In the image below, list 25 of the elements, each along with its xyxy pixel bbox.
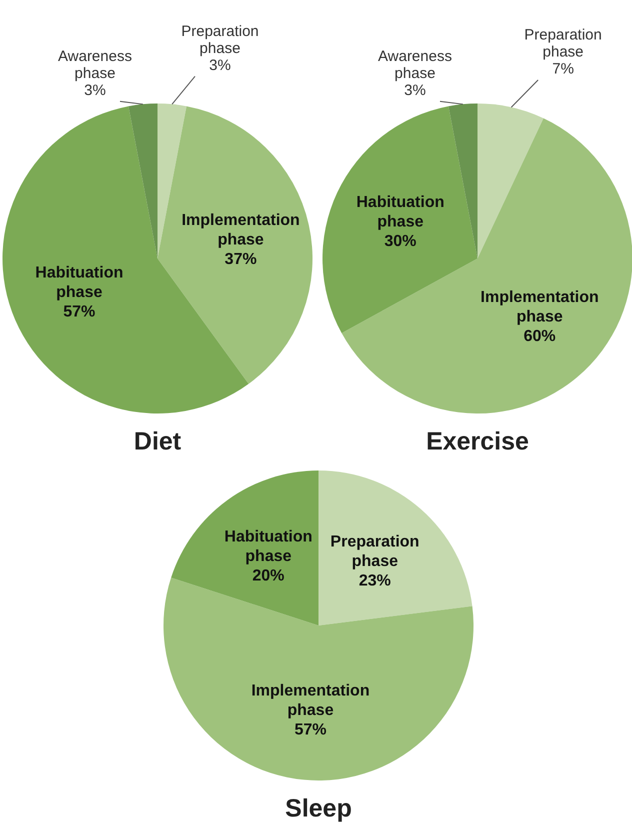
slice-label: Habituation phase — [35, 264, 124, 301]
data-label: 60% — [524, 328, 556, 345]
text: Exercise — [426, 428, 530, 456]
data-label: 30% — [384, 233, 416, 250]
data-label: 57% — [294, 721, 326, 738]
slice-label: Preparation phase — [524, 26, 602, 60]
text: Sleep — [285, 794, 352, 822]
data-label: 3% — [84, 82, 106, 99]
slice-label: Implementation phase — [480, 288, 599, 326]
data-label: 3% — [404, 82, 426, 99]
data-label: 23% — [358, 572, 391, 590]
slice-label: Awareness phase — [58, 48, 132, 82]
text: Diet — [134, 428, 182, 456]
slice-label: Preparation phase — [181, 22, 259, 57]
slice-label: Implementation phase — [251, 682, 370, 719]
slice-label: Implementation phase — [182, 212, 300, 248]
data-label: 57% — [63, 303, 96, 320]
slice-label: Habituation phase — [356, 194, 444, 231]
data-label: 3% — [209, 56, 231, 74]
slice-label: Habituation phase — [224, 528, 312, 566]
data-label: 20% — [252, 568, 284, 585]
slice-label: Preparation phase — [330, 534, 420, 570]
slice-label: Awareness phase — [378, 48, 452, 82]
data-label: 7% — [552, 60, 574, 78]
data-label: 37% — [224, 250, 257, 268]
